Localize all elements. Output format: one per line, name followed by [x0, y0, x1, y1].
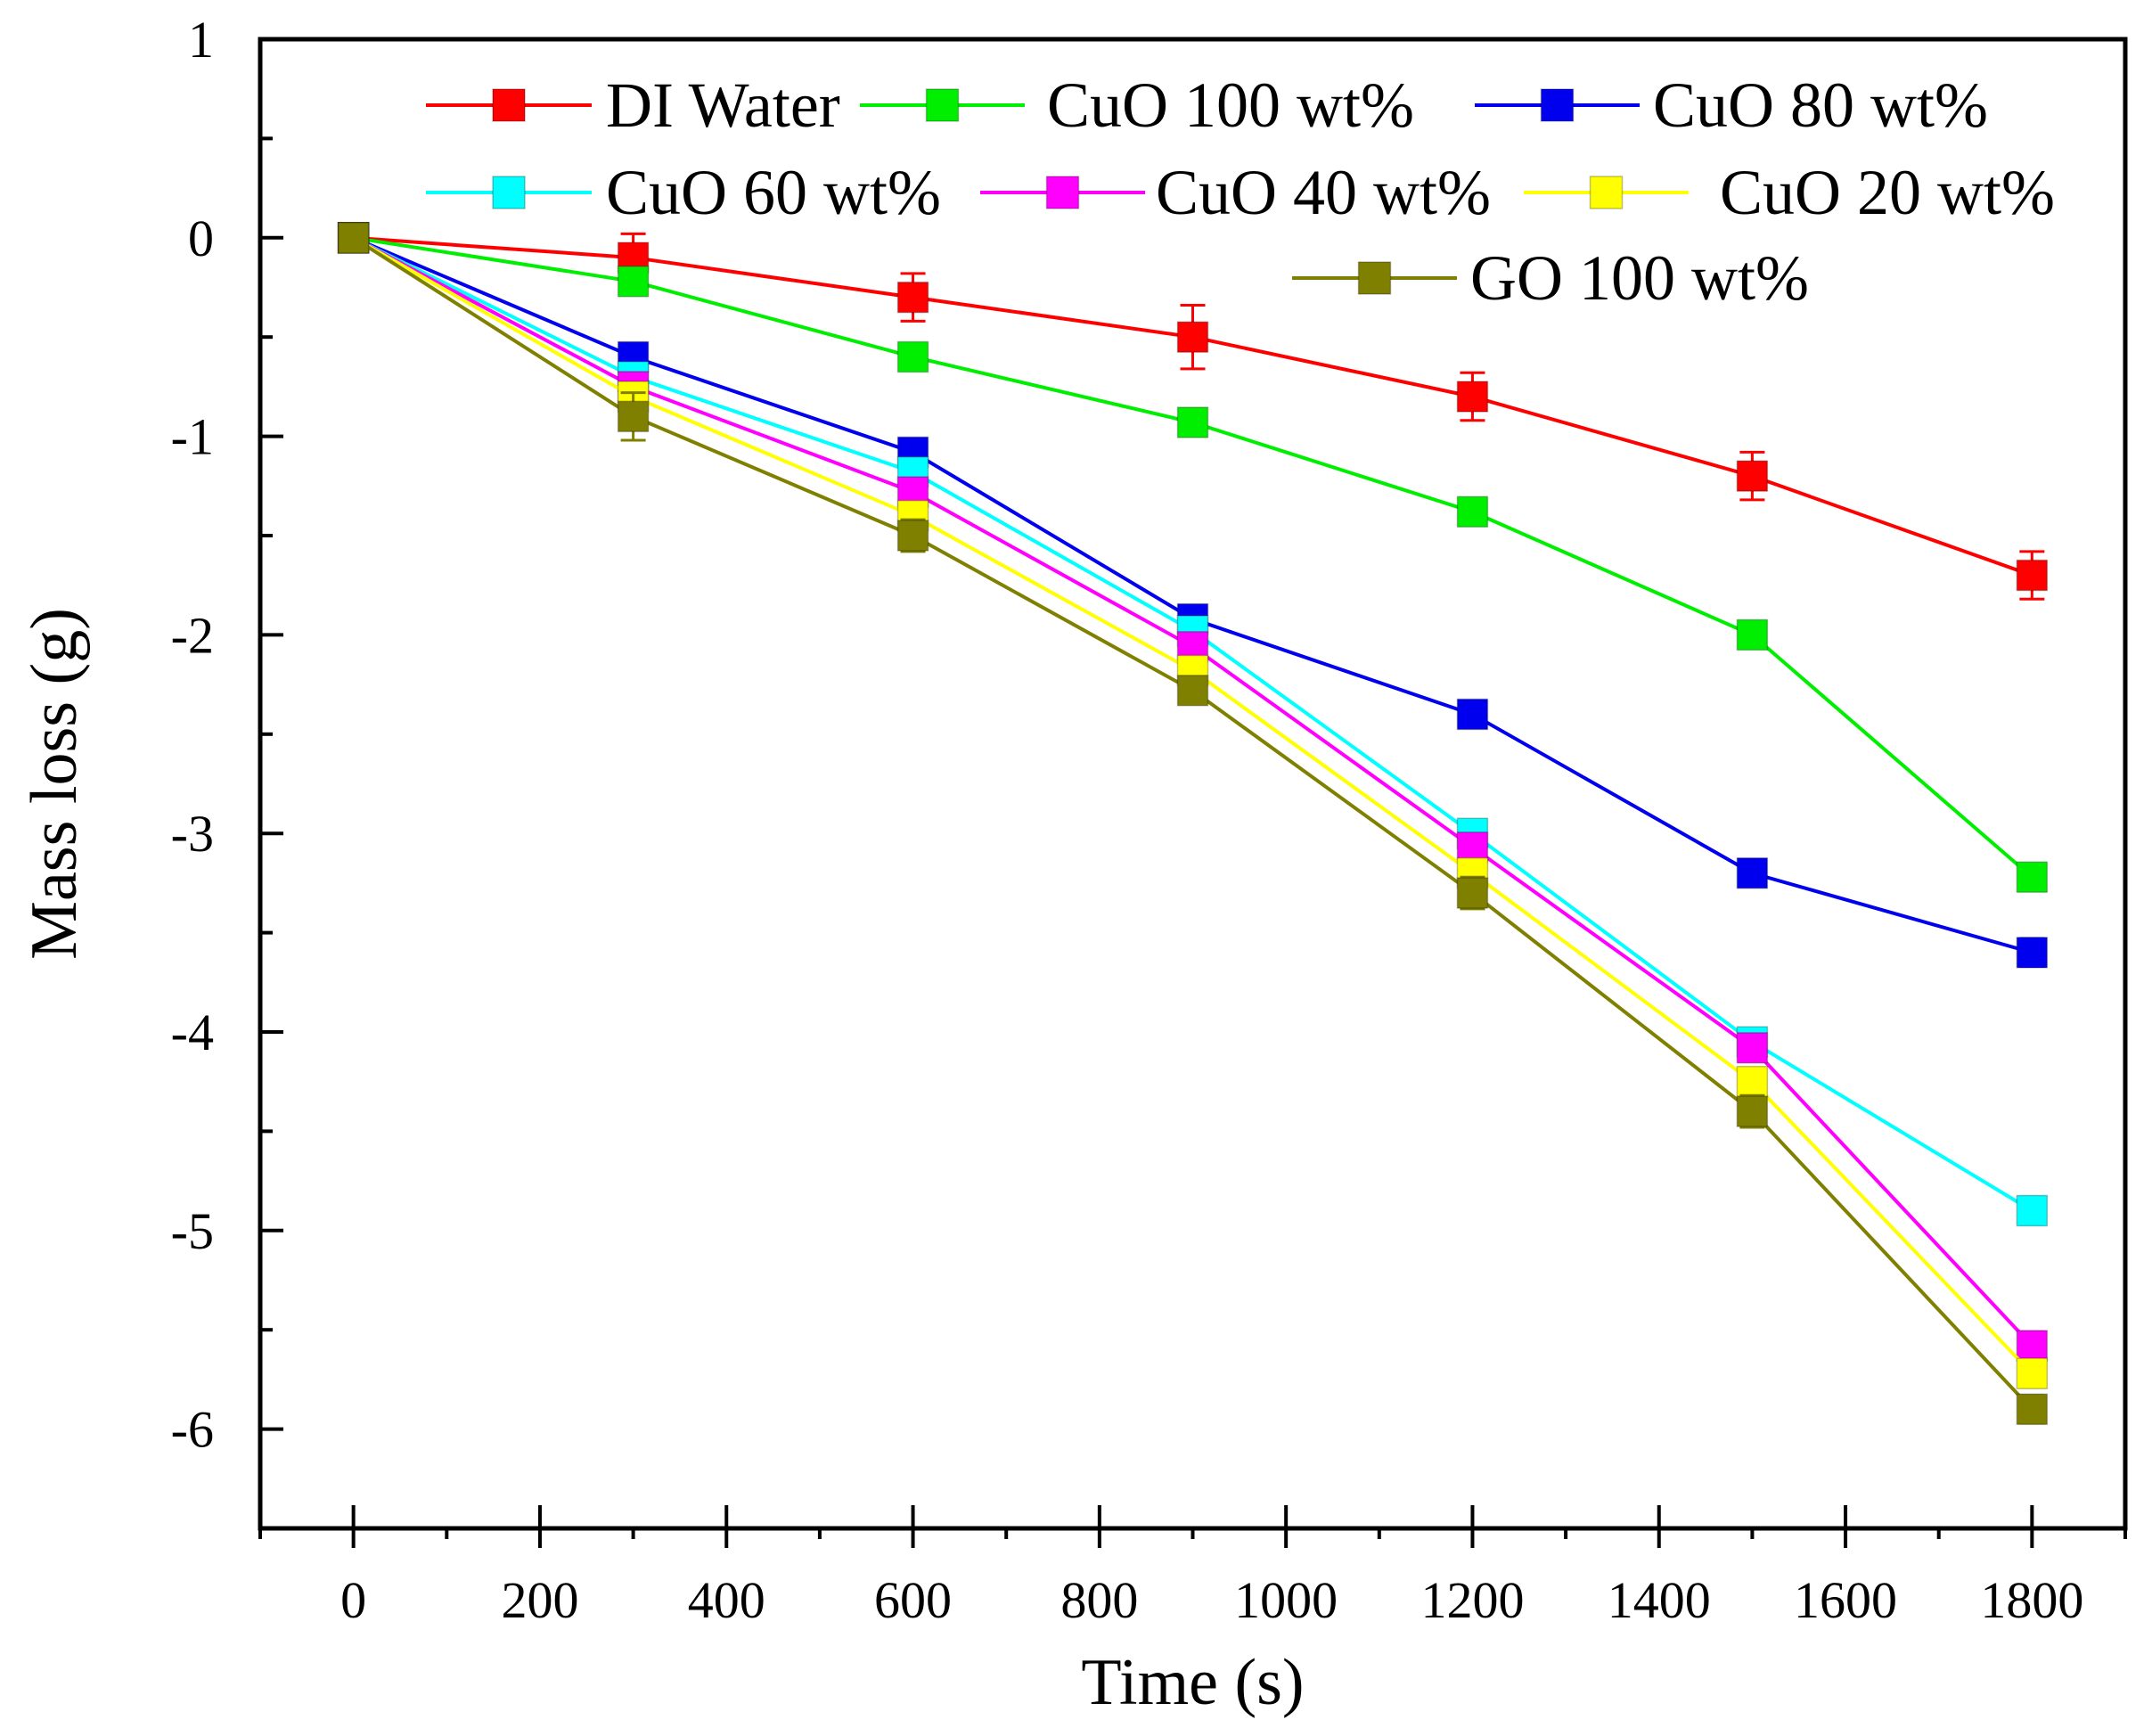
legend-marker-3 [492, 176, 526, 209]
y-tick-label--4: -4 [171, 1003, 214, 1061]
data-point-0-2 [896, 281, 929, 314]
data-point-6-3 [1176, 675, 1209, 707]
legend-label-2: CuO 80 wt% [1653, 70, 1988, 141]
y-tick-label--3: -3 [171, 805, 214, 863]
legend-item-1: CuO 100 wt% [860, 70, 1414, 141]
data-point-0-6 [2016, 559, 2049, 592]
legend-label-4: CuO 40 wt% [1156, 157, 1491, 228]
legend-item-4: CuO 40 wt% [980, 157, 1491, 228]
data-point-2-6 [2016, 937, 2049, 969]
legend-item-3: CuO 60 wt% [426, 157, 941, 228]
x-tick-label-600: 600 [874, 1571, 952, 1629]
data-point-2-5 [1736, 857, 1769, 889]
legend-label-1: CuO 100 wt% [1047, 70, 1414, 141]
x-tick-label-400: 400 [688, 1571, 765, 1629]
x-tick-label-0: 0 [340, 1571, 366, 1629]
data-point-6-4 [1456, 877, 1489, 909]
data-point-6-5 [1736, 1095, 1769, 1127]
legend-label-6: GO 100 wt% [1470, 242, 1809, 314]
data-point-1-4 [1456, 495, 1489, 528]
data-point-6-2 [896, 520, 929, 552]
x-tick-label-1800: 1800 [1980, 1571, 2083, 1629]
x-tick-label-1200: 1200 [1420, 1571, 1524, 1629]
data-point-1-3 [1176, 406, 1209, 438]
legend-marker-0 [492, 88, 526, 122]
x-tick-label-1000: 1000 [1234, 1571, 1338, 1629]
data-point-6-6 [2016, 1393, 2049, 1426]
data-point-0-5 [1736, 460, 1769, 492]
legend-item-6: GO 100 wt% [1292, 242, 1809, 314]
data-point-5-6 [2016, 1357, 2049, 1389]
series-6 [337, 222, 2049, 1426]
y-tick-label-0: 0 [188, 209, 214, 267]
y-tick-label--5: -5 [171, 1202, 214, 1260]
data-point-4-5 [1736, 1032, 1769, 1064]
y-tick-label-1: 1 [188, 11, 214, 69]
data-point-5-5 [1736, 1065, 1769, 1098]
x-tick-label-800: 800 [1060, 1571, 1138, 1629]
data-point-3-6 [2016, 1194, 2049, 1227]
legend: DI Water CuO 100 wt% CuO 80 wt% CuO 60 wt% C… [426, 70, 2055, 314]
data-point-4-6 [2016, 1330, 2049, 1362]
data-point-1-6 [2016, 861, 2049, 893]
data-point-6-0 [337, 222, 370, 254]
legend-marker-5 [1589, 176, 1624, 209]
data-point-6-1 [617, 400, 650, 433]
x-tick-label-1600: 1600 [1794, 1571, 1897, 1629]
legend-marker-2 [1540, 88, 1575, 122]
legend-label-5: CuO 20 wt% [1720, 157, 2055, 228]
legend-item-2: CuO 80 wt% [1475, 70, 1988, 141]
y-axis-title: Mass loss (g) [18, 608, 91, 960]
data-point-2-4 [1456, 698, 1489, 731]
data-point-1-2 [896, 340, 929, 373]
legend-marker-1 [925, 88, 960, 122]
axes-layer: 0 200 400 600 800 1000 1200 1400 1600 1800 1 0 -1 -2 -… [171, 11, 2127, 1629]
data-point-0-3 [1176, 321, 1209, 353]
x-axis-title: Time (s) [1081, 1646, 1304, 1719]
legend-marker-4 [1045, 176, 1080, 209]
legend-item-5: CuO 20 wt% [1524, 157, 2055, 228]
legend-item-0: DI Water [426, 70, 840, 141]
data-point-1-5 [1736, 618, 1769, 651]
data-point-1-1 [617, 266, 650, 298]
y-tick-label--2: -2 [171, 606, 214, 664]
x-tick-label-1400: 1400 [1608, 1571, 1711, 1629]
y-tick-label--1: -1 [171, 408, 214, 466]
legend-label-3: CuO 60 wt% [606, 157, 941, 228]
series-layer [337, 222, 2049, 1426]
data-point-0-4 [1456, 381, 1489, 413]
legend-marker-6 [1357, 261, 1392, 295]
y-tick-label--6: -6 [171, 1401, 214, 1459]
legend-label-0: DI Water [606, 70, 840, 141]
x-tick-label-200: 200 [501, 1571, 578, 1629]
